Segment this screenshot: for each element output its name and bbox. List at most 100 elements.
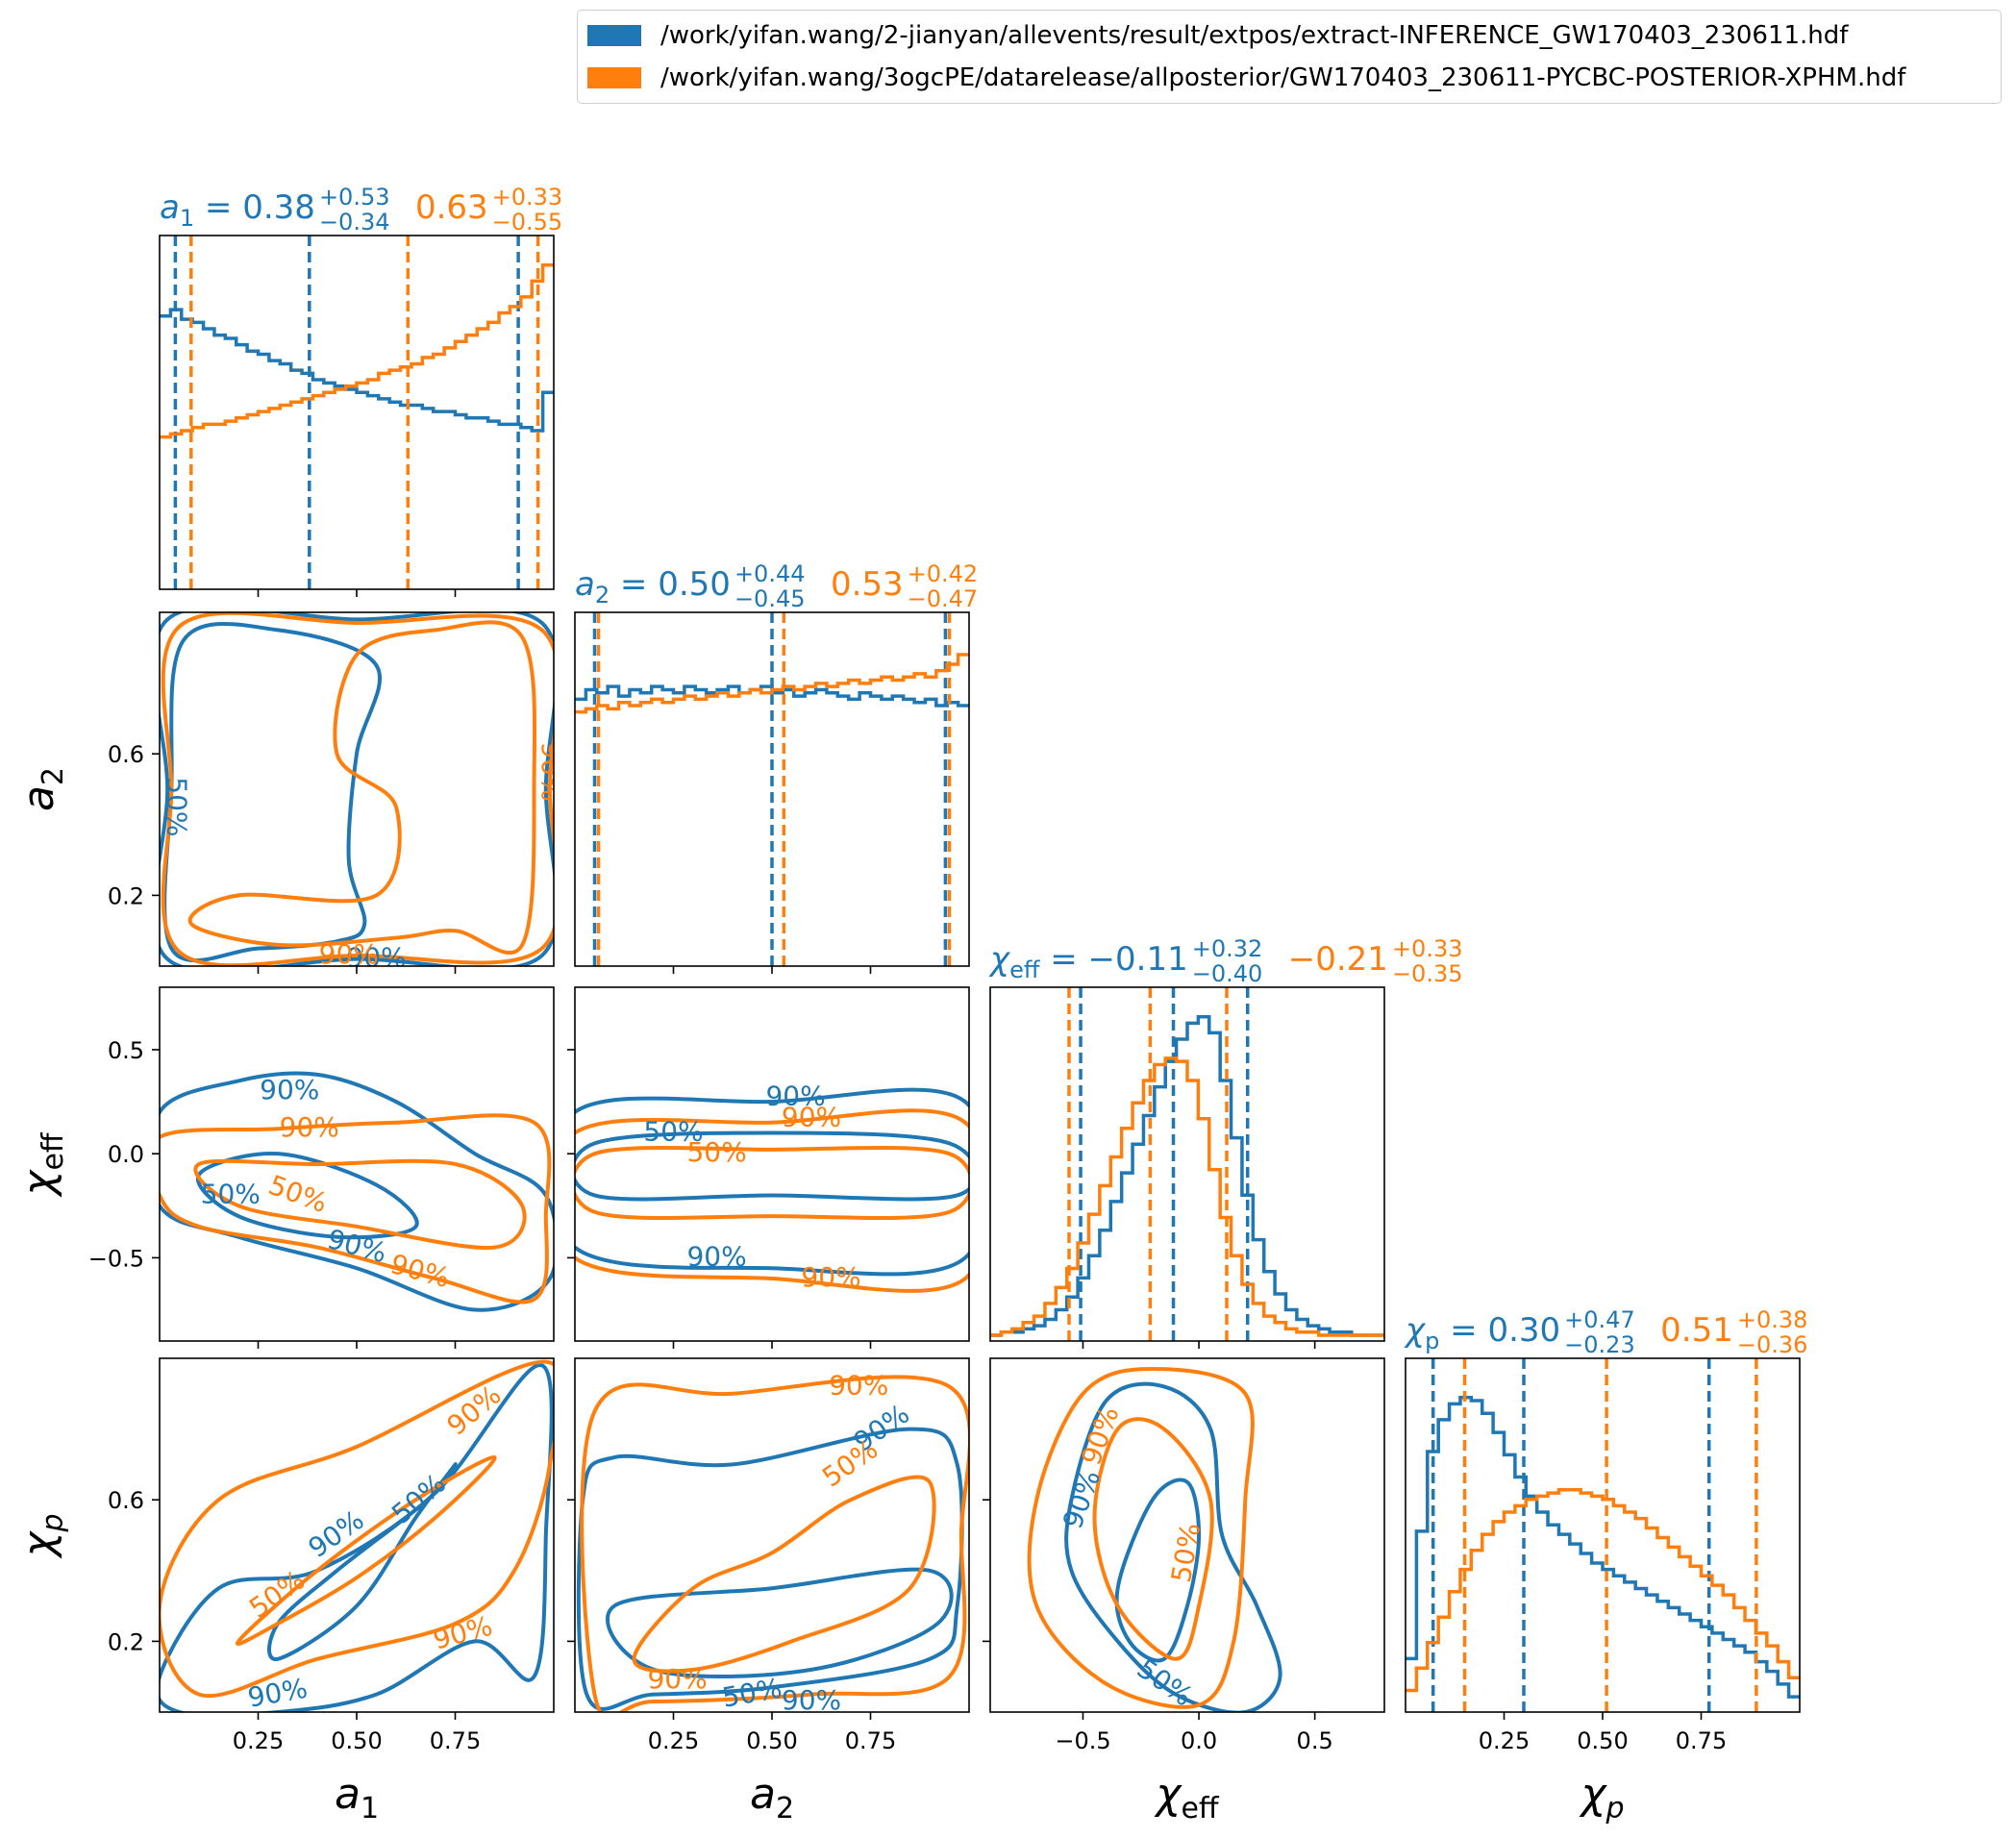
hist-panel-chi_eff: χeff = −0.11 +0.32−0.40 −0.21 +0.33−0.35 — [988, 935, 1463, 1342]
xlabel-subscript: 1 — [361, 1792, 379, 1826]
contour-group-chieff_chip: 90%90%50%50% — [1027, 1367, 1282, 1712]
xtick-label-a2-2: 0.75 — [845, 1727, 896, 1754]
contour-label-2: 90% — [319, 938, 379, 970]
legend: /work/yifan.wang/2-jianyan/allevents/res… — [577, 10, 2002, 104]
title-blue-minus: −0.23 — [1564, 1331, 1635, 1358]
hist-line-blue — [990, 1015, 1384, 1337]
ylabel-symbol: χ — [14, 1169, 63, 1198]
title-orange-minus: −0.36 — [1737, 1331, 1808, 1358]
legend-swatch-blue — [587, 25, 641, 46]
contour-orange-50pct-1 — [193, 1158, 527, 1251]
title-symbol: χ — [1404, 1311, 1427, 1350]
xlabel-symbol: χ — [1579, 1770, 1607, 1819]
ylabel-chi_eff: χeff — [14, 1131, 70, 1198]
contour-label-5: 90% — [782, 1684, 841, 1716]
xlabel-a2: a2 — [750, 1770, 794, 1826]
contour-label-2: 50% — [201, 1178, 261, 1209]
contour-label-4: 50% — [720, 1672, 784, 1713]
ytick-label-a2-0: 0.2 — [108, 882, 144, 909]
xtick-label-a1-0: 0.25 — [233, 1727, 284, 1754]
title-symbol: a — [160, 188, 180, 227]
hist-panel-a2: a2 = 0.50 +0.44−0.45 0.53 +0.42−0.47 — [574, 560, 979, 967]
ylabel-symbol: χ — [14, 1530, 63, 1559]
xlabel-chi_eff: χeff — [1154, 1770, 1220, 1826]
contour-group-a1_a2: 50%90%90%90% — [160, 612, 567, 974]
contour-panel-chieff_chip: 90%90%50%50% — [989, 1357, 1385, 1713]
contour-blue-90pct-0 — [160, 612, 554, 966]
title-orange-minus: −0.55 — [492, 209, 563, 236]
title-orange-minus: −0.47 — [908, 585, 979, 612]
xtick-label-a1-2: 0.75 — [430, 1727, 481, 1754]
contour-panel-a2_chip: 90%90%50%90% 50%90% — [574, 1357, 970, 1716]
contour-orange-90pct-0 — [1027, 1367, 1255, 1709]
hist-line-orange — [990, 1056, 1384, 1337]
title-blue-plus: +0.53 — [319, 184, 390, 211]
contour-label-1: 90% — [346, 942, 406, 974]
legend-item-orange: /work/yifan.wang/3ogcPE/datarelease/allp… — [587, 59, 1905, 97]
contour-label-0: 50% — [161, 777, 192, 836]
title-subscript: eff — [1009, 956, 1040, 983]
contour-panel-a1_chip: 90%50%90%50%90%90% — [159, 1357, 555, 1713]
xlabel-symbol: a — [335, 1770, 361, 1819]
xlabel-subscript: p — [1605, 1792, 1625, 1826]
contour-label-3: 90% — [535, 741, 567, 801]
xlabel-subscript: 2 — [776, 1792, 794, 1826]
hist-frame-a1 — [159, 235, 555, 590]
ylabel-symbol: a — [14, 785, 63, 811]
ytick-label-chi_p-1: 0.6 — [108, 1487, 144, 1514]
title-symbol: a — [575, 565, 595, 604]
ytick-label-chi_eff-0: −0.5 — [88, 1245, 144, 1272]
contour-panel-a1_chieff: 90%90%50% 50%90%90% — [159, 986, 555, 1342]
hist-title-a1: a1 = 0.38 — [160, 188, 315, 232]
contour-label-2: 50% — [1165, 1521, 1207, 1585]
ytick-label-chi_eff-2: 0.5 — [108, 1037, 144, 1064]
title-orange-median: 0.63 — [415, 188, 488, 227]
contour-label-1: 90% — [280, 1111, 339, 1143]
xtick-label-chi_eff-1: 0.0 — [1181, 1727, 1217, 1754]
ylabel-subscript: 2 — [37, 767, 70, 785]
contour-label-3: 90% — [647, 1663, 707, 1695]
contour-label-5: 90% — [387, 1248, 454, 1294]
hist-line-orange — [1406, 1488, 1800, 1693]
panel-frame-chieff_chip — [989, 1357, 1385, 1713]
contour-label-4: 90% — [430, 1610, 496, 1656]
legend-swatch-orange — [587, 67, 641, 88]
xtick-label-a2-0: 0.25 — [648, 1727, 699, 1754]
contour-orange-90pct-0 — [160, 1113, 552, 1304]
contour-orange-50pct-1 — [632, 1475, 936, 1674]
title-blue-median: = 0.30 — [1439, 1311, 1560, 1350]
xtick-label-chi_eff-2: 0.5 — [1297, 1727, 1333, 1754]
legend-item-blue: /work/yifan.wang/2-jianyan/allevents/res… — [587, 16, 1848, 55]
title-orange-median: 0.51 — [1660, 1311, 1733, 1350]
contour-blue-50pct-1 — [575, 1130, 969, 1202]
hist-title-a2: a2 = 0.50 — [575, 565, 731, 609]
contour-label-3: 50% — [264, 1169, 332, 1219]
ytick-label-chi_p-0: 0.2 — [108, 1628, 144, 1655]
contour-orange-90pct-0 — [580, 1375, 969, 1712]
title-orange-median: 0.53 — [831, 565, 904, 604]
title-blue-minus: −0.34 — [319, 209, 390, 236]
title-subscript: p — [1425, 1328, 1439, 1354]
contour-orange-50pct-1 — [1092, 1417, 1214, 1661]
contour-orange-50pct-1 — [187, 620, 537, 956]
ytick-label-a2-1: 0.6 — [108, 741, 144, 768]
title-blue-plus: +0.47 — [1564, 1306, 1635, 1333]
title-orange-minus: −0.35 — [1392, 960, 1463, 987]
xtick-label-chi_eff-0: −0.5 — [1055, 1727, 1110, 1754]
xlabel-chi_p: χp — [1579, 1770, 1624, 1826]
hist-line-blue — [160, 308, 554, 433]
title-orange-median: −0.21 — [1288, 940, 1388, 979]
contour-label-0: 90% — [829, 1369, 888, 1401]
contour-group-a2_chieff: 90%90%50%50%90%90% — [575, 1080, 969, 1293]
xtick-label-chi_p-2: 0.75 — [1676, 1727, 1727, 1754]
title-blue-plus: +0.44 — [734, 560, 806, 587]
contour-label-1: 50% — [386, 1467, 452, 1529]
contour-orange-90pct-0 — [160, 1359, 554, 1699]
panel-frame-a1_a2 — [159, 611, 555, 967]
xtick-label-a2-1: 0.50 — [746, 1727, 797, 1754]
xlabel-symbol: a — [750, 1770, 776, 1819]
hist-panel-chi_p: χp = 0.30 +0.47−0.23 0.51 +0.38−0.36 — [1404, 1306, 1808, 1713]
ylabel-a2: a2 — [14, 767, 70, 811]
hist-line-blue — [1406, 1395, 1800, 1699]
